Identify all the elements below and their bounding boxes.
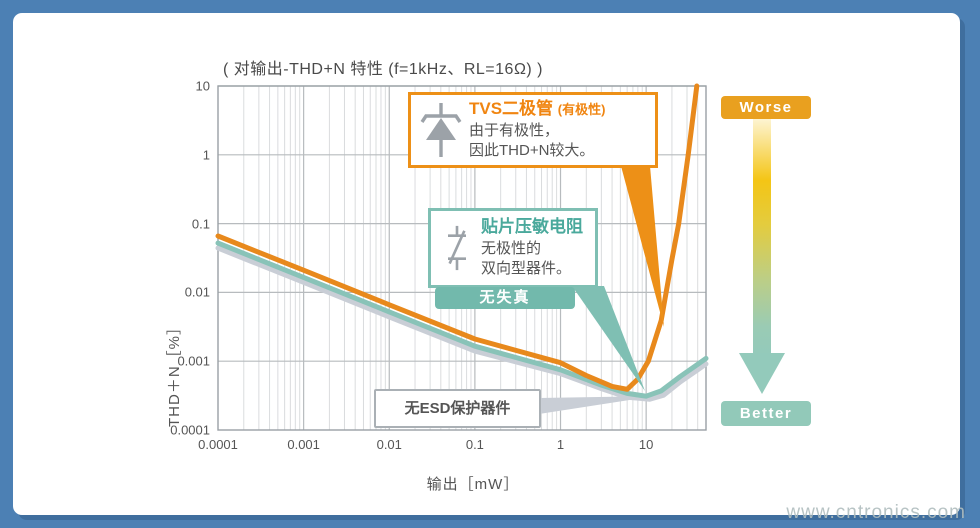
y-tick-label: 0.01 bbox=[184, 284, 210, 300]
x-axis-label: 输出［mW］ bbox=[426, 476, 520, 493]
x-tick-label: 0.1 bbox=[465, 437, 484, 452]
better-badge: Better bbox=[721, 401, 811, 426]
x-tick-label: 1 bbox=[556, 437, 565, 452]
worse-to-better-gradient-bar bbox=[753, 119, 771, 355]
tvs-body-line1: 由于有极性， bbox=[469, 122, 560, 140]
y-tick-label: 0.001 bbox=[177, 353, 210, 369]
tvs-title: TVS二极管 bbox=[469, 99, 554, 119]
y-tick-label: 0.0001 bbox=[170, 422, 210, 438]
y-tick-label: 0.1 bbox=[191, 216, 210, 232]
varistor-body-line1: 无极性的 bbox=[481, 240, 542, 258]
chip-varistor-icon bbox=[448, 225, 466, 271]
tvs-body-line2: 因此THD+N较大。 bbox=[469, 142, 595, 160]
x-tick-label: 0.001 bbox=[287, 437, 320, 452]
varistor-title: 贴片压敏电阻 bbox=[481, 217, 583, 237]
varistor-body-line2: 双向型器件。 bbox=[481, 260, 572, 278]
tvs-callout-box: TVS二极管 (有极性) 由于有极性， 因此THD+N较大。 bbox=[408, 92, 658, 168]
varistor-callout-box: 贴片压敏电阻 无极性的 双向型器件。 bbox=[428, 208, 598, 288]
chart-title: ( 对输出-THD+N 特性 (f=1kHz、RL=16Ω) ) bbox=[223, 61, 544, 78]
tvs-qualifier: (有极性) bbox=[557, 102, 606, 118]
tvs-diode-icon bbox=[420, 103, 462, 157]
site-watermark: www.cntronics.com bbox=[786, 502, 966, 523]
x-tick-label: 0.01 bbox=[376, 437, 402, 452]
worse-badge: Worse bbox=[721, 96, 811, 119]
down-arrow-icon bbox=[739, 353, 785, 394]
y-tick-label: 10 bbox=[195, 78, 210, 94]
y-tick-label: 1 bbox=[202, 147, 210, 163]
no-distortion-badge: 无失真 bbox=[435, 287, 575, 309]
x-tick-label: 0.0001 bbox=[198, 437, 238, 452]
x-tick-label: 10 bbox=[638, 437, 654, 452]
no-esd-protection-label: 无ESD保护器件 bbox=[374, 389, 541, 428]
